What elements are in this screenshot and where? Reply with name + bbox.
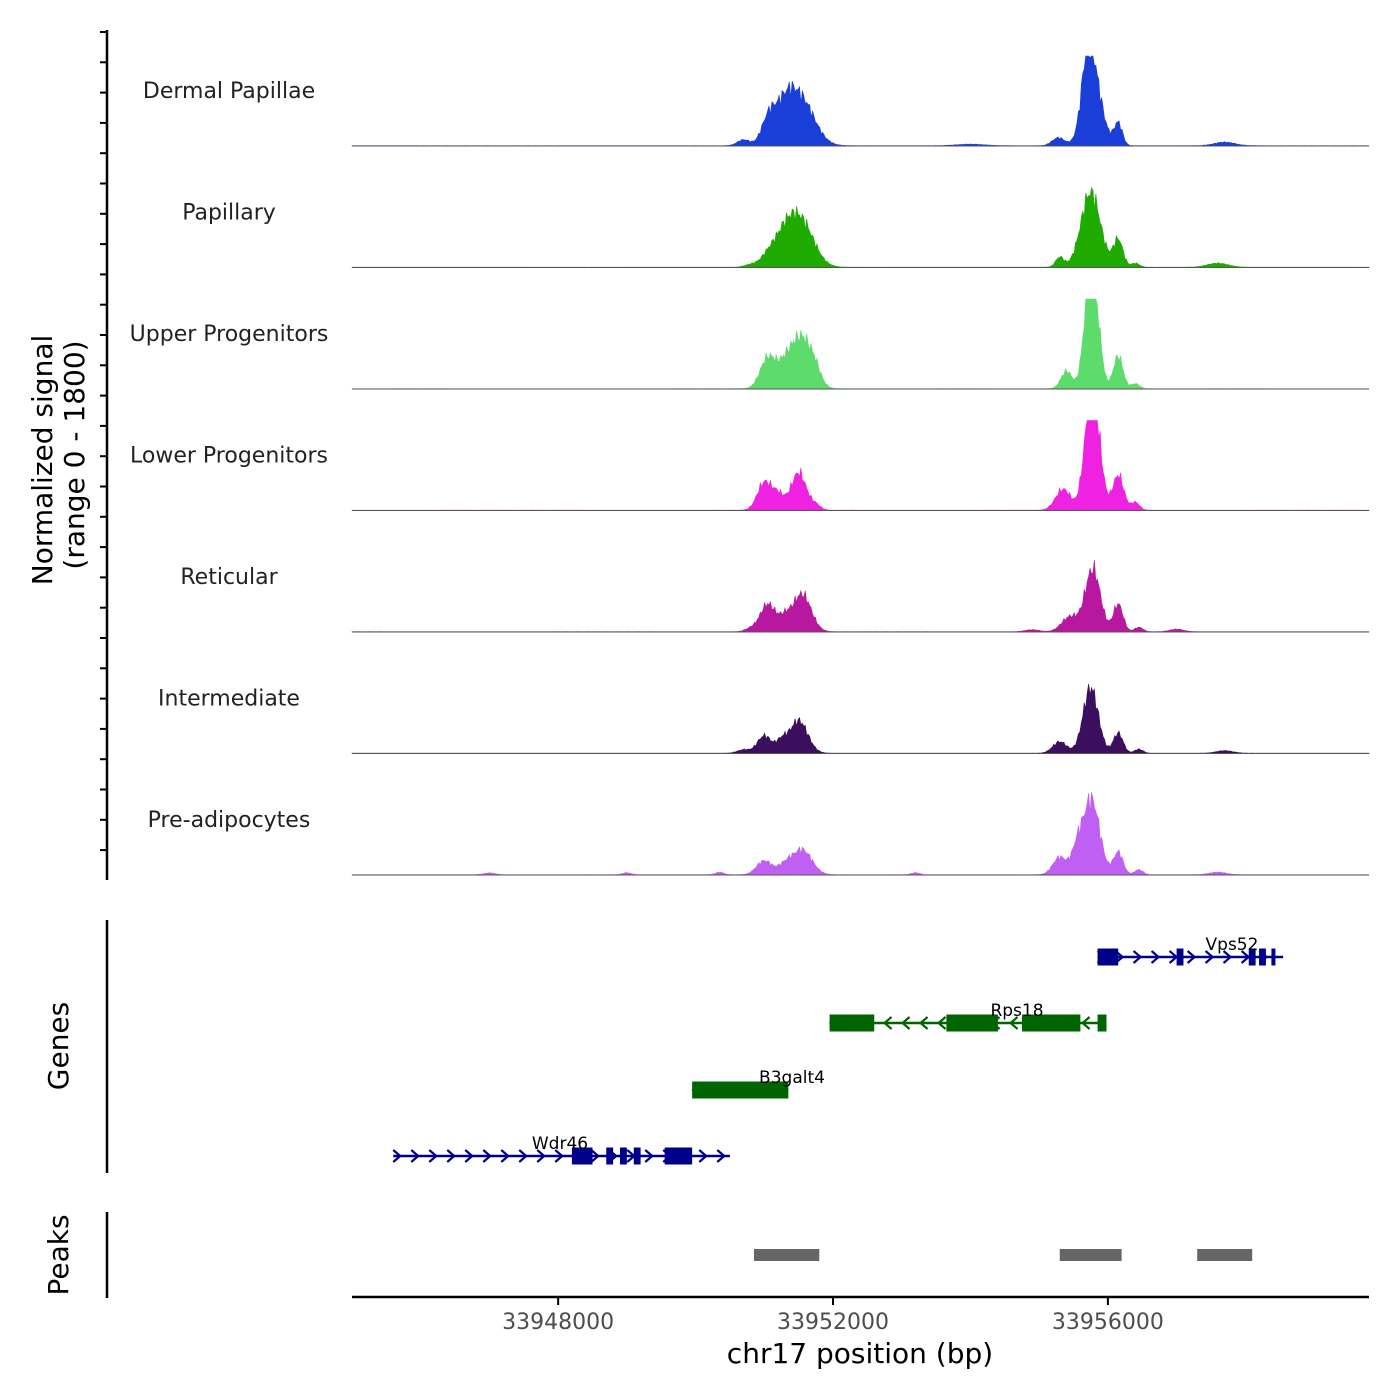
genes-track: Vps52 Rps18 B3galt4 Wdr46: [392, 935, 1284, 1165]
gene-exon: [1176, 948, 1184, 966]
strand-arrow: [392, 1149, 402, 1163]
peak-region: [753, 1249, 820, 1261]
strand-arrow: [716, 1149, 726, 1163]
gene-rps18: Rps18: [828, 1001, 1107, 1032]
x-tick-label: 33948000: [502, 1310, 614, 1335]
peak-region: [1197, 1249, 1253, 1261]
x-tick-label: 33956000: [1052, 1310, 1164, 1335]
strand-arrow: [698, 1149, 708, 1163]
gene-label: B3galt4: [759, 1068, 825, 1088]
y-axis-title: Normalized signal: [26, 335, 59, 586]
gene-exon: [571, 1147, 593, 1165]
track-upper-progenitors: Upper Progenitors: [130, 298, 1370, 390]
gene-exon: [606, 1147, 614, 1165]
strand-arrow: [518, 1149, 528, 1163]
strand-arrow: [1186, 950, 1197, 964]
strand-arrow: [900, 1016, 911, 1030]
gene-label: Rps18: [990, 1001, 1043, 1021]
strand-arrow: [536, 1149, 546, 1163]
genes-panel-label: Genes: [42, 1002, 75, 1090]
gene-vps52: Vps52: [1096, 935, 1284, 966]
signal-area: [351, 298, 1370, 390]
track-lower-progenitors: Lower Progenitors: [130, 420, 1370, 511]
gene-wdr46: Wdr46: [392, 1134, 730, 1165]
strand-arrow: [1168, 950, 1179, 964]
strand-arrow: [644, 1149, 654, 1163]
gene-exon: [1097, 948, 1119, 966]
track-reticular: Reticular: [180, 560, 1370, 633]
strand-arrow: [1150, 950, 1161, 964]
peaks-track: [753, 1249, 1253, 1261]
strand-arrow: [1204, 950, 1215, 964]
track-pre-adipocytes: Pre-adipocytes: [148, 792, 1370, 876]
strand-arrow: [482, 1149, 492, 1163]
signal-tracks: Dermal Papillae Papillary Upper Progenitor…: [130, 55, 1370, 876]
track-label: Dermal Papillae: [143, 79, 315, 104]
strand-arrow: [882, 1016, 893, 1030]
gene-exon: [633, 1147, 641, 1165]
signal-area: [351, 186, 1370, 268]
gene-exon: [619, 1147, 627, 1165]
track-label: Intermediate: [158, 687, 300, 712]
track-label: Upper Progenitors: [130, 322, 329, 347]
gene-b3galt4: B3galt4: [691, 1068, 825, 1099]
track-label: Papillary: [182, 201, 276, 226]
strand-arrow: [936, 1016, 947, 1030]
strand-arrow: [428, 1149, 438, 1163]
x-tick-label: 33952000: [777, 1310, 889, 1335]
strand-arrow: [1008, 1016, 1019, 1030]
gene-exon: [664, 1147, 693, 1165]
strand-arrow: [410, 1149, 420, 1163]
gene-exon: [692, 1081, 789, 1099]
gene-exon: [946, 1014, 998, 1032]
signal-area: [351, 683, 1370, 754]
track-intermediate: Intermediate: [158, 683, 1370, 754]
strand-arrow: [1222, 950, 1233, 964]
signal-area: [351, 560, 1370, 633]
strand-arrow: [554, 1149, 564, 1163]
gene-label: Vps52: [1206, 935, 1259, 955]
peak-region: [1059, 1249, 1122, 1261]
track-dermal-papillae: Dermal Papillae: [143, 55, 1370, 147]
strand-arrow: [446, 1149, 456, 1163]
signal-area: [351, 792, 1370, 876]
x-axis-ticks: 33948000 33952000 33956000: [502, 1297, 1164, 1335]
track-label: Lower Progenitors: [130, 444, 328, 469]
track-label: Reticular: [180, 565, 278, 590]
signal-area: [351, 420, 1370, 511]
strand-arrow: [918, 1016, 929, 1030]
gene-exon: [829, 1014, 875, 1032]
strand-arrow: [590, 1149, 600, 1163]
peaks-panel-label: Peaks: [42, 1214, 75, 1295]
track-label: Pre-adipocytes: [148, 808, 311, 833]
signal-area: [351, 55, 1370, 147]
gene-exon: [1259, 948, 1266, 966]
gene-exon: [1097, 1014, 1107, 1032]
track-papillary: Papillary: [182, 186, 1370, 268]
strand-arrow: [1080, 1016, 1091, 1030]
signal-y-ticks: [100, 31, 107, 852]
gene-exon: [1248, 948, 1256, 966]
gene-label: Wdr46: [532, 1134, 588, 1154]
strand-arrow: [1132, 950, 1143, 964]
strand-arrow: [464, 1149, 474, 1163]
y-axis-range: (range 0 - 1800): [58, 340, 91, 569]
gene-exon: [1271, 948, 1276, 966]
strand-arrow: [1240, 950, 1251, 964]
gene-exon: [1021, 1014, 1081, 1032]
x-axis-title: chr17 position (bp): [727, 1337, 993, 1370]
strand-arrow: [500, 1149, 510, 1163]
